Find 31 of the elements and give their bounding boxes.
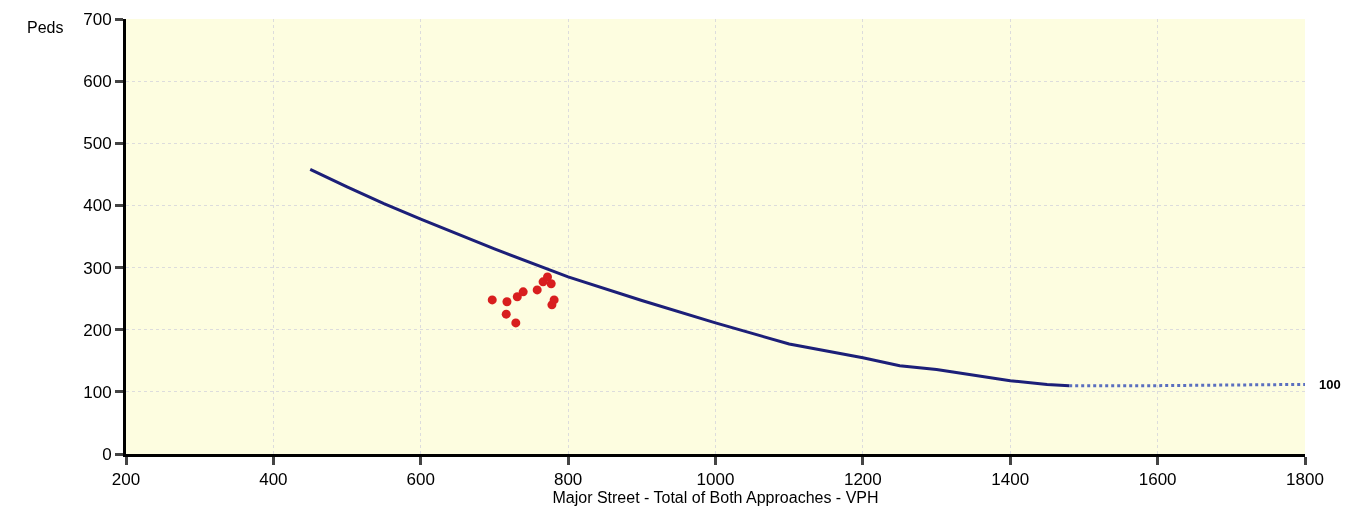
point bbox=[487, 295, 497, 305]
point bbox=[532, 285, 542, 295]
y-tick-label: 100 bbox=[83, 382, 112, 402]
point bbox=[511, 318, 521, 328]
x-tick-label: 1800 bbox=[1286, 470, 1324, 490]
x-tick-label: 800 bbox=[553, 470, 583, 490]
line-series bbox=[308, 167, 1071, 388]
y-tick-label: 300 bbox=[83, 258, 112, 278]
annotation: 100 bbox=[1319, 377, 1341, 392]
x-tick-label: 600 bbox=[406, 470, 435, 490]
point bbox=[502, 297, 512, 307]
point bbox=[501, 309, 511, 319]
point bbox=[542, 272, 552, 282]
point bbox=[518, 287, 528, 297]
x-tick-label: 400 bbox=[259, 470, 288, 490]
y-axis-title: Peds bbox=[27, 19, 64, 36]
x-tick-label: 1600 bbox=[1138, 470, 1177, 490]
x-axis-title: Major Street - Total of Both Approaches - VPH bbox=[552, 489, 879, 507]
x-tick-label: 1200 bbox=[843, 470, 882, 490]
x-tick-label: 1400 bbox=[991, 470, 1030, 490]
point bbox=[512, 292, 522, 302]
y-tick-label: 200 bbox=[83, 320, 112, 340]
y-tick-label: 700 bbox=[83, 9, 112, 29]
y-tick-label: 500 bbox=[83, 134, 112, 154]
x-tick-label: 1000 bbox=[696, 470, 735, 490]
point bbox=[546, 279, 556, 289]
y-tick-label: 600 bbox=[83, 72, 112, 92]
point bbox=[549, 295, 559, 305]
x-tick-label: 200 bbox=[111, 470, 141, 490]
y-tick-label: 0 bbox=[102, 444, 112, 464]
y-tick-label: 400 bbox=[83, 196, 112, 216]
